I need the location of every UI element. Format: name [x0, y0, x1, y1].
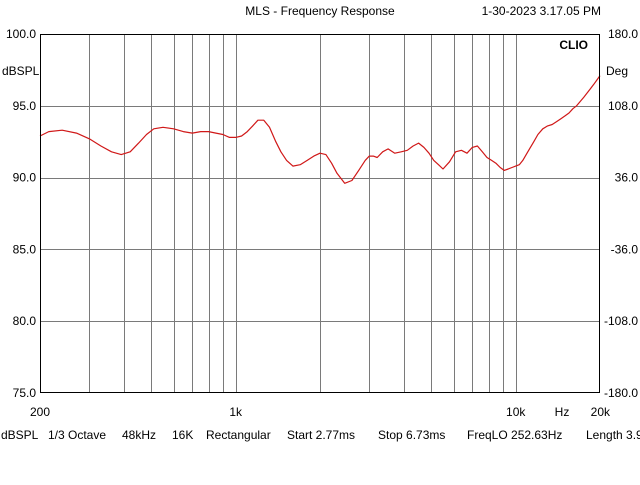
y-tick-label: 100.0 [6, 27, 36, 41]
x-tick-label: 1k [229, 405, 243, 419]
footer-length: Length 3.96ms [586, 428, 640, 442]
y2-tick-label: -36.0 [611, 242, 639, 256]
timestamp: 1-30-2023 3.17.05 PM [482, 4, 601, 18]
footer-sample-rate: 48kHz [122, 428, 156, 442]
y-tick-labels: 100.0 95.0 90.0 85.0 80.0 75.0 [6, 27, 36, 400]
frequency-response-trace [39, 75, 601, 184]
grid-lines [40, 34, 600, 393]
y-tick-label: 80.0 [13, 314, 37, 328]
footer-stop: Stop 6.73ms [378, 428, 445, 442]
footer-start: Start 2.77ms [287, 428, 355, 442]
y-axis-unit-label: dBSPL [2, 64, 40, 78]
y-tick-label: 90.0 [13, 171, 37, 185]
x-tick-label: 200 [30, 405, 50, 419]
y2-tick-label: 180.0 [608, 27, 638, 41]
footer-unit: dBSPL [1, 428, 39, 442]
chart-title: MLS - Frequency Response [245, 4, 395, 18]
y2-tick-label: 108.0 [608, 99, 638, 113]
y2-axis-unit-label: Deg [606, 64, 628, 78]
x-tick-labels: 200 1k 10k 20k [30, 405, 611, 419]
y2-tick-labels: 180.0 108.0 36.0 -36.0 -108.0 -180.0 [604, 27, 638, 400]
x-tick-label: 10k [506, 405, 526, 419]
footer-window: Rectangular [206, 428, 271, 442]
series-trace-group [39, 75, 601, 184]
y2-tick-label: -108.0 [604, 314, 638, 328]
x-tick-label: 20k [591, 405, 611, 419]
y-tick-label: 95.0 [13, 99, 37, 113]
y2-tick-label: 36.0 [615, 171, 639, 185]
footer-fft-size: 16K [172, 428, 193, 442]
footer-freq-lo: FreqLO 252.63Hz [467, 428, 562, 442]
x-axis-unit-label: Hz [555, 405, 570, 419]
clio-brand-label: CLIO [559, 38, 588, 52]
y-tick-label: 85.0 [13, 242, 37, 256]
measurement-info-bar: dBSPL 1/3 Octave 48kHz 16K Rectangular S… [1, 428, 640, 442]
plot-frame [40, 34, 600, 393]
y2-tick-label: -180.0 [604, 386, 638, 400]
y-tick-label: 75.0 [13, 386, 37, 400]
footer-smoothing: 1/3 Octave [48, 428, 106, 442]
